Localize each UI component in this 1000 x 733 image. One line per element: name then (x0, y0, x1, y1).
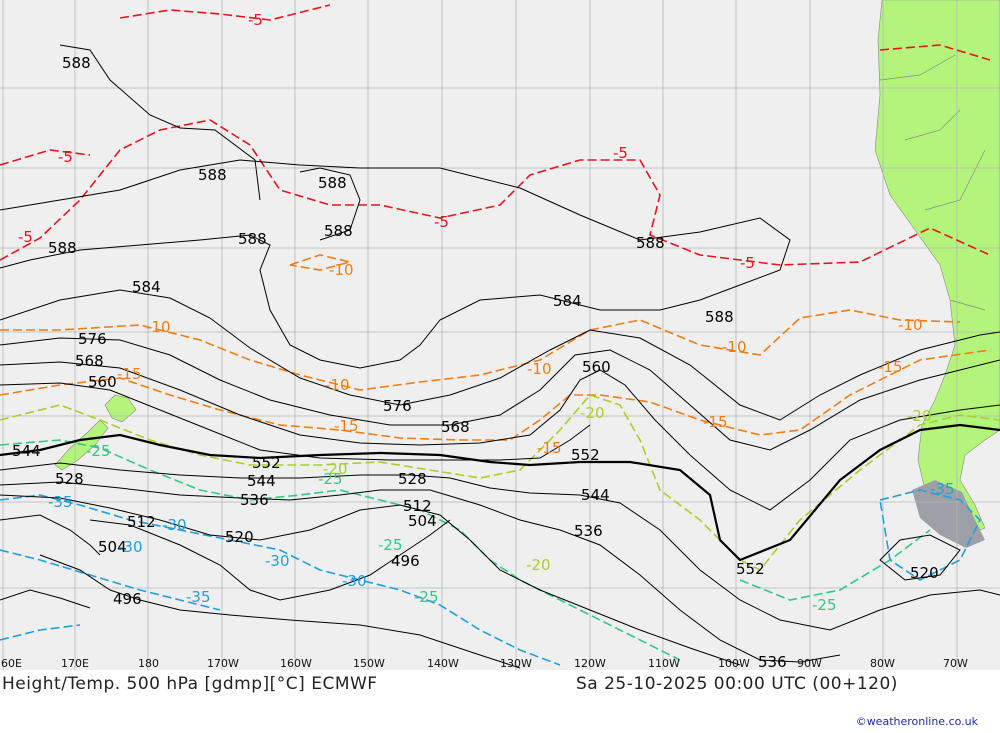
temp-label: -10 (329, 261, 354, 279)
valid-time: Sa 25-10-2025 00:00 UTC (00+120) (576, 674, 898, 694)
temp-label: -15 (334, 417, 359, 435)
lon-label: 170E (61, 657, 89, 670)
land-south-america (874, 0, 1000, 536)
height-label: 560 (582, 358, 611, 376)
temp-label: -30 (342, 572, 367, 590)
height-label: 544 (247, 472, 276, 490)
temp-label: -25 (812, 596, 837, 614)
temp-label: -5 (58, 148, 73, 166)
temp-label: -35 (186, 588, 211, 606)
temp-label: -15 (878, 358, 903, 376)
height-label: 576 (383, 397, 412, 415)
height-label: 588 (636, 234, 665, 252)
temp-label: -20 (580, 404, 605, 422)
height-label: 588 (48, 239, 77, 257)
height-label: 536 (240, 491, 269, 509)
temp-label: -20 (907, 407, 932, 425)
footer-bar (0, 670, 1000, 733)
temp-label: -25 (378, 536, 403, 554)
height-labels: 588 588 588 588 588 588 588 588 584 584 … (12, 54, 939, 670)
height-label: 504 (408, 512, 437, 530)
height-label: 568 (441, 418, 470, 436)
height-label: 560 (88, 373, 117, 391)
temp-label: -35 (48, 493, 73, 511)
temp-label: -15 (117, 365, 142, 383)
temp-label: -30 (162, 516, 187, 534)
temp-label: -5 (18, 228, 33, 246)
height-label: 568 (75, 352, 104, 370)
height-label: 588 (62, 54, 91, 72)
lon-label: 180 (138, 657, 159, 670)
lon-label: 110W (648, 657, 680, 670)
lon-label: 150W (353, 657, 385, 670)
temp-label: -25 (414, 588, 439, 606)
land-tierra-del-fuego (912, 480, 985, 548)
height-label: 588 (705, 308, 734, 326)
height-contours (0, 44, 1000, 669)
height-label: 520 (910, 564, 939, 582)
height-label: 544 (12, 442, 41, 460)
temp-label: -35 (930, 480, 955, 498)
height-label: 512 (127, 513, 156, 531)
height-label: 588 (318, 174, 347, 192)
temp-label: -15 (703, 413, 728, 431)
lon-label: 140W (427, 657, 459, 670)
temp-label: -10 (898, 316, 923, 334)
height-label: 588 (238, 230, 267, 248)
height-label: 552 (736, 560, 765, 578)
height-label: 528 (398, 470, 427, 488)
temp-label: -25 (318, 470, 343, 488)
height-label: 588 (324, 222, 353, 240)
lon-label: 160W (280, 657, 312, 670)
height-label: 496 (391, 552, 420, 570)
temp-label: -10 (325, 376, 350, 394)
lon-label: 80W (870, 657, 895, 670)
temp-label: -5 (740, 254, 755, 272)
temp-label: -30 (118, 538, 143, 556)
temp-label: -5 (613, 144, 628, 162)
temp-label: -5 (434, 213, 449, 231)
height-label: 528 (55, 470, 84, 488)
temp-label: -10 (722, 338, 747, 356)
height-label: 520 (225, 528, 254, 546)
temp-label: -5 (248, 11, 263, 29)
lon-label: 120W (574, 657, 606, 670)
height-label: 504 (98, 538, 127, 556)
temp-label: -15 (537, 439, 562, 457)
height-label: 552 (571, 446, 600, 464)
height-label: 544 (581, 486, 610, 504)
temp-label: -20 (323, 460, 348, 478)
height-label: 584 (132, 278, 161, 296)
lon-label: 130W (500, 657, 532, 670)
lon-label: 160E (0, 657, 22, 670)
credit-link[interactable]: ©weatheronline.co.uk (855, 715, 978, 728)
lon-label: 70W (943, 657, 968, 670)
temperature-labels: -5 -5 -5 -5 -5 -5 -10 -10 -10 -10 -10 -1… (18, 11, 955, 614)
height-label: 536 (574, 522, 603, 540)
map-title: Height/Temp. 500 hPa [gdmp][°C] ECMWF (2, 674, 378, 694)
longitude-labels: 160E 170E 180 170W 160W 150W 140W 130W 1… (0, 657, 968, 670)
height-label: 496 (113, 590, 142, 608)
height-label: 536 (758, 653, 787, 670)
lon-label: 90W (797, 657, 822, 670)
height-label: 552 (252, 454, 281, 472)
height-label: 584 (553, 292, 582, 310)
temp-label: -10 (146, 318, 171, 336)
temp-label: -10 (527, 360, 552, 378)
lon-label: 170W (207, 657, 239, 670)
isotherms (0, 4, 1000, 666)
land-new-zealand-north (104, 394, 137, 423)
weather-map: 588 588 588 588 588 588 588 588 584 584 … (0, 0, 1000, 670)
lon-label: 100W (718, 657, 750, 670)
height-label: 576 (78, 330, 107, 348)
height-label: 588 (198, 166, 227, 184)
temp-label: -25 (86, 442, 111, 460)
temp-label: -30 (265, 552, 290, 570)
height-label: 512 (403, 497, 432, 515)
temp-label: -20 (526, 556, 551, 574)
